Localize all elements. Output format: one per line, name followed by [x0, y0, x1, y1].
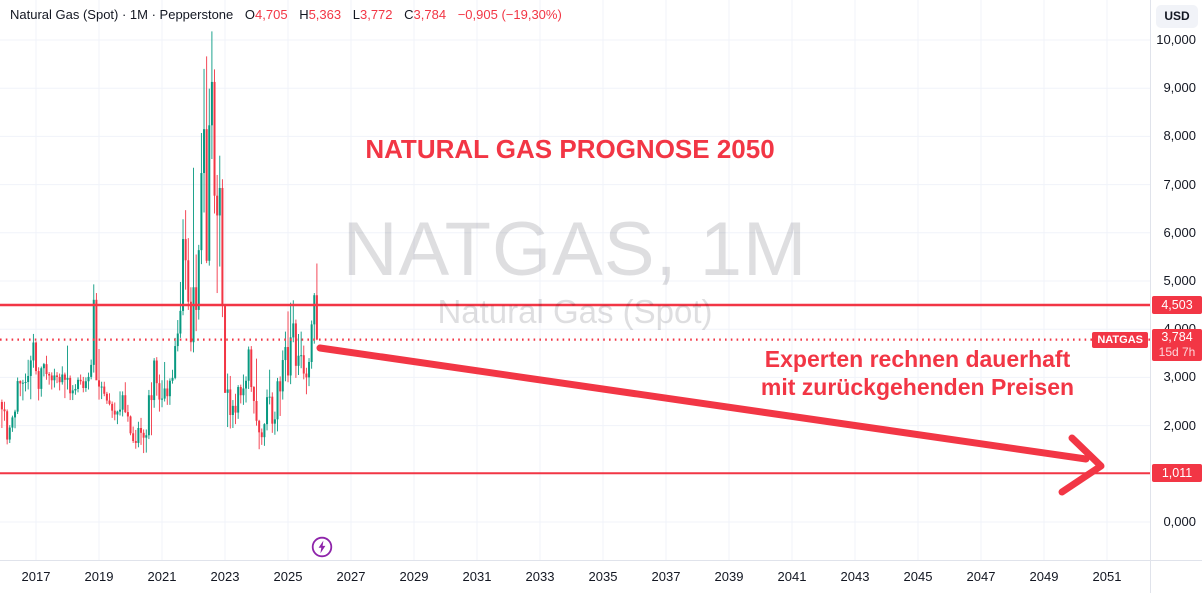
- ohlc-high: H5,363: [299, 7, 342, 22]
- price-line-symbol-tag: NATGAS: [1092, 332, 1148, 348]
- symbol-header: Natural Gas (Spot) · 1M · Pepperstone O4…: [10, 7, 562, 22]
- y-axis-label: 2,000: [1163, 417, 1196, 433]
- y-axis-label: 8,000: [1163, 128, 1196, 144]
- ohlc-open: O4,705: [244, 7, 288, 22]
- support-price-badge: 1,011: [1152, 464, 1202, 483]
- y-axis-label: 7,000: [1163, 176, 1196, 192]
- x-axis-label: 2021: [147, 569, 177, 584]
- y-axis-label: 9,000: [1163, 80, 1196, 96]
- x-axis-label: 2033: [525, 569, 555, 584]
- annotation-title: NATURAL GAS PROGNOSE 2050: [365, 134, 775, 164]
- x-axis-label: 2039: [714, 569, 744, 584]
- x-axis-label: 2043: [840, 569, 870, 584]
- y-axis-label: 5,000: [1163, 273, 1196, 288]
- candlestick-chart: [0, 0, 1150, 560]
- x-axis-label: 2023: [210, 569, 240, 584]
- x-axis-label: 2029: [399, 569, 429, 584]
- current-price-value: 3,784: [1161, 329, 1193, 344]
- price-axis[interactable]: USD 10,0009,0008,0007,0006,0005,0004,000…: [1150, 0, 1202, 560]
- ohlc-close: C3,784: [404, 7, 447, 22]
- change-value: −0,905 (−19,30%): [457, 7, 562, 22]
- x-axis-label: 2045: [903, 569, 933, 584]
- currency-button[interactable]: USD: [1156, 5, 1198, 28]
- x-axis-label: 2035: [588, 569, 618, 584]
- x-axis-label: 2041: [777, 569, 807, 584]
- annotation-note: Experten rechnen dauerhaft mit zurückgeh…: [715, 345, 1120, 401]
- chart-pane[interactable]: NATGAS, 1M Natural Gas (Spot) NATURAL GA…: [0, 0, 1150, 560]
- y-axis-label: 6,000: [1163, 224, 1196, 240]
- x-axis-label: 2051: [1092, 569, 1122, 584]
- x-axis-label: 2037: [651, 569, 681, 584]
- y-axis-label: 10,000: [1156, 32, 1196, 47]
- resistance-price-badge: 4,503: [1152, 295, 1202, 314]
- annotation-note-line1: Experten rechnen dauerhaft: [764, 346, 1071, 372]
- lightning-icon[interactable]: [310, 535, 334, 559]
- x-axis-label: 2031: [462, 569, 492, 584]
- x-axis-label: 2019: [84, 569, 114, 584]
- ohlc-low: L3,772: [352, 7, 393, 22]
- annotation-note-line2: mit zurückgehenden Preisen: [760, 374, 1075, 400]
- axis-corner: [1150, 560, 1202, 593]
- x-axis-label: 2017: [21, 569, 51, 584]
- bar-countdown: 15d 7h: [1158, 344, 1196, 359]
- y-axis-label: 3,000: [1163, 369, 1196, 385]
- current-price-badge: 3,784 15d 7h: [1152, 328, 1202, 361]
- x-axis-label: 2025: [273, 569, 303, 584]
- x-axis-label: 2027: [336, 569, 366, 584]
- x-axis-label: 2047: [966, 569, 996, 584]
- time-axis[interactable]: 2017 2019 2021 2023 2025 2027 2029 2031 2033 2035…: [0, 560, 1150, 593]
- x-axis-label: 2049: [1029, 569, 1059, 584]
- y-axis-label: 0,000: [1163, 514, 1196, 529]
- symbol-title[interactable]: Natural Gas (Spot) · 1M · Pepperstone: [10, 7, 234, 22]
